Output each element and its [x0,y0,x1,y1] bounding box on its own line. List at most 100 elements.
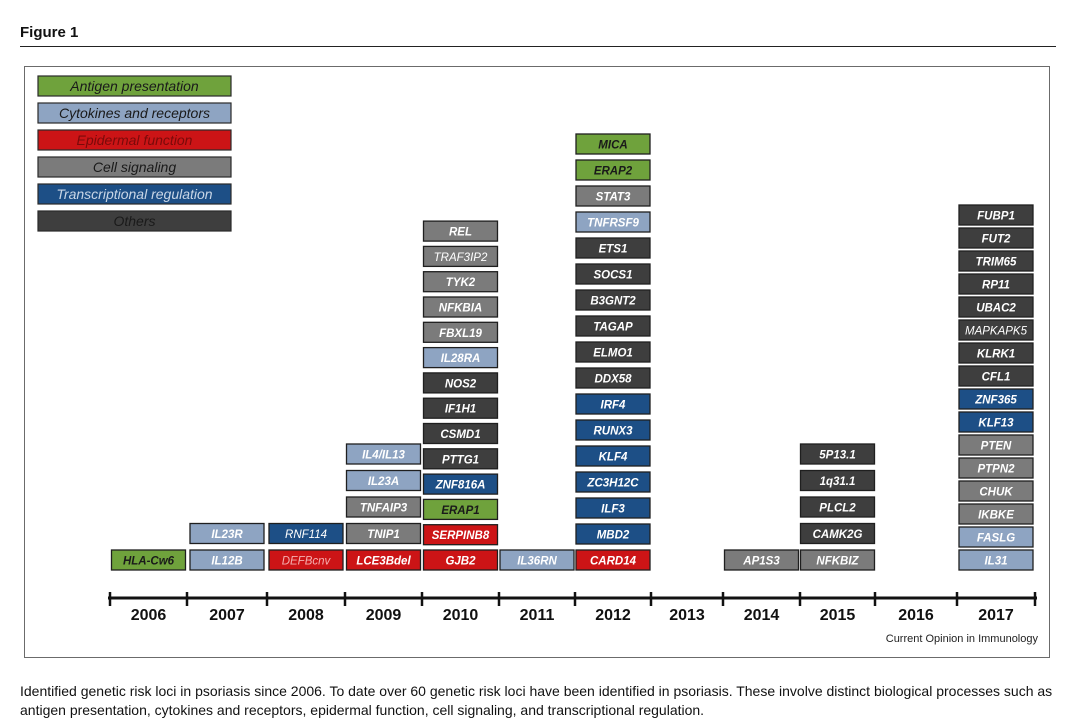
locus-label: ZNF816A [435,480,486,492]
locus-box-irf4: IRF4 [575,393,651,415]
year-label-2015: 2015 [820,607,856,624]
locus-box-ptpn2: PTPN2 [958,457,1034,479]
locus-box-rnf114: RNF114 [268,522,344,545]
locus-fill [422,346,499,369]
locus-label: IL36RN [517,556,557,568]
legend-label: Cell signaling [93,159,176,175]
locus-fill [422,296,499,318]
legend-label: Others [113,213,155,229]
locus-label: CSMD1 [440,429,480,441]
year-label-2013: 2013 [669,607,705,624]
locus-label: KLF13 [978,418,1014,430]
locus-fill [575,393,651,415]
locus-fill [110,549,187,571]
locus-fill [799,496,876,518]
legend-item-cytokine: Cytokines and receptors [37,102,232,124]
year-label-2007: 2007 [209,607,245,624]
locus-label: 1q31.1 [820,476,856,488]
locus-label: TNFAIP3 [360,503,408,515]
locus-label: IL12B [211,556,242,568]
locus-fill [575,497,651,519]
locus-label: IL28RA [441,353,481,365]
locus-fill [189,522,265,545]
locus-label: PTPN2 [977,464,1015,476]
locus-box-il4-il13: IL4/IL13 [345,443,422,465]
locus-fill [575,549,651,571]
locus-label: NOS2 [445,378,477,390]
locus-box-pten: PTEN [958,434,1034,456]
legend-label: Epidermal function [77,132,193,148]
year-column-2015: NFKBIZ CAMK2G PLCL2 1q31.1 5P13.1 [799,443,876,571]
legend-item-others: Others [37,210,232,232]
locus-fill [958,480,1034,502]
locus-label: IKBKE [978,510,1014,522]
locus-fill [575,367,651,389]
locus-label: MICA [598,140,627,152]
locus-label: NFKBIZ [816,556,859,568]
year-column-2008: DEFBcnv RNF114 [268,522,344,571]
locus-label: ZNF365 [974,395,1017,407]
locus-fill [723,549,800,571]
locus-label: IL31 [984,556,1007,568]
year-label-2006: 2006 [131,607,167,624]
locus-box-1q31-1: 1q31.1 [799,469,876,492]
locus-fill [422,473,499,495]
legend-item-antigen: Antigen presentation [37,75,232,97]
locus-label: CFL1 [982,372,1011,384]
locus-label: FASLG [977,533,1015,545]
locus-fill [575,237,651,259]
locus-label: IL23A [368,476,399,488]
locus-box-gjb2: GJB2 [422,549,499,571]
locus-box-mbd2: MBD2 [575,523,651,545]
locus-box-ets1: ETS1 [575,237,651,259]
locus-box-socs1: SOCS1 [575,263,651,285]
figure-caption: Identified genetic risk loci in psoriasi… [20,683,1053,718]
locus-label: GJB2 [445,556,476,568]
legend-swatch [37,75,232,97]
locus-box-il12b: IL12B [189,549,265,571]
year-label-2016: 2016 [898,607,934,624]
locus-fill [958,365,1034,387]
year-column-2007: IL12B IL23R [189,522,265,571]
locus-label: IL4/IL13 [362,450,405,462]
locus-fill [345,496,422,518]
locus-label: KLRK1 [977,349,1015,361]
figure-title: Figure 1 [20,24,79,41]
locus-fill [345,469,422,492]
locus-box-stat3: STAT3 [575,185,651,207]
locus-label: HLA-Cw6 [123,556,175,568]
locus-fill [189,549,265,571]
locus-label: CHUK [979,487,1013,499]
locus-box-erap2: ERAP2 [575,159,651,181]
legend-label: Antigen presentation [69,78,199,94]
locus-label: RP11 [982,280,1010,292]
locus-box-nfkbiz: NFKBIZ [799,549,876,571]
locus-fill [958,273,1034,295]
locus-box-mapkapk5: MAPKAPK5 [958,319,1034,341]
locus-label: CARD14 [590,556,637,568]
legend-item-epidermal: Epidermal function [37,129,232,151]
locus-label: RNF114 [285,529,327,541]
locus-fill [422,422,499,445]
locus-fill [958,227,1034,249]
locus-box-csmd1: CSMD1 [422,422,499,445]
locus-box-tnfrsf9: TNFRSF9 [575,211,651,233]
locus-box-b3gnt2: B3GNT2 [575,289,651,311]
locus-label: B3GNT2 [590,296,636,308]
locus-box-hla-cw6: HLA-Cw6 [110,549,187,571]
legend-swatch [37,210,232,232]
year-column-2014: AP1S3 [723,549,800,571]
locus-label: MBD2 [597,530,630,542]
locus-box-ddx58: DDX58 [575,367,651,389]
locus-box-klf13: KLF13 [958,411,1034,433]
loci-boxes: HLA-Cw6 IL12B IL23R DEFBcnv RNF114 LCE3Bdel TN… [110,133,1034,571]
locus-fill [575,523,651,545]
locus-box-il36rn: IL36RN [499,549,575,571]
legend-item-transcription: Transcriptional regulation [37,183,232,205]
locus-box-elmo1: ELMO1 [575,341,651,363]
locus-box-rp11: RP11 [958,273,1034,295]
locus-fill [422,397,499,419]
locus-box-znf816a: ZNF816A [422,473,499,495]
locus-box-erap1: ERAP1 [422,498,499,521]
locus-fill [575,263,651,285]
